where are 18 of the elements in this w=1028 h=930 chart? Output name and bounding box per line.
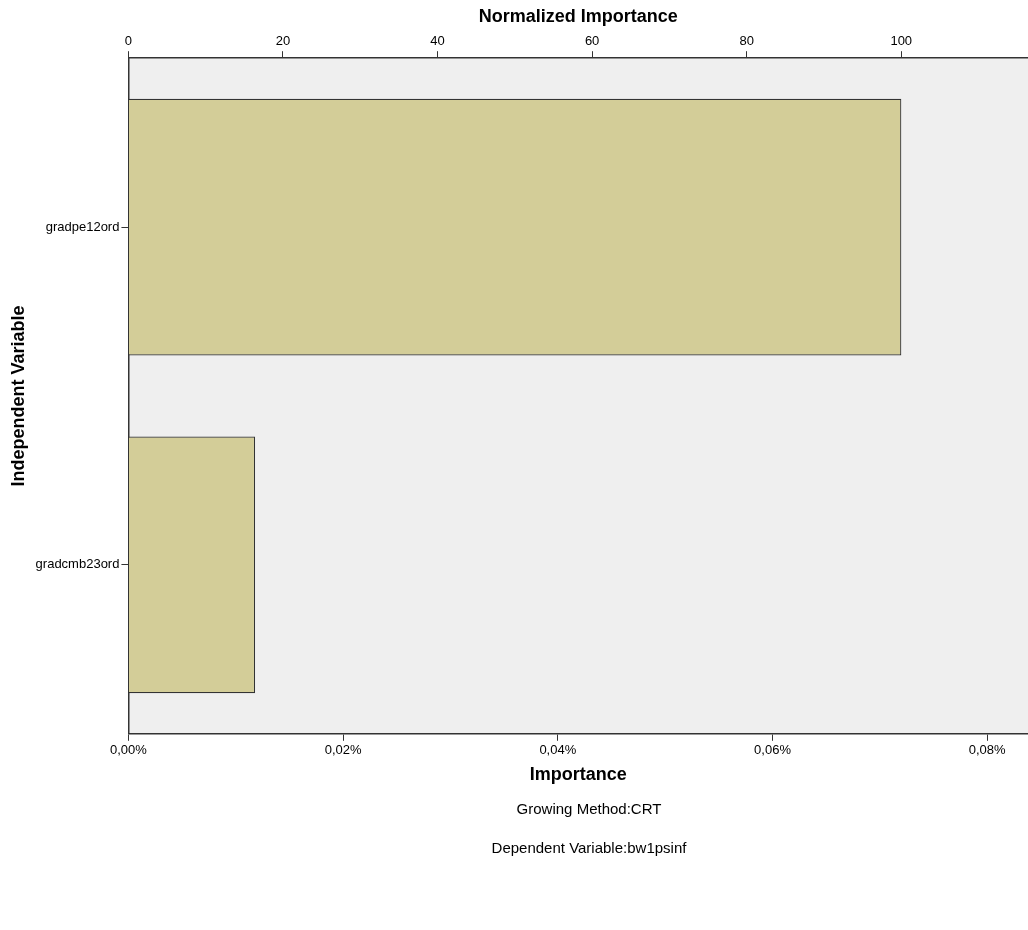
text: Growing Method:CRT — [515, 800, 663, 817]
y-tick-label: gradcmb23ord — [35, 556, 120, 572]
text: Dependent Variable:bw1psinf — [490, 839, 688, 856]
x2-axis-title: Normalized Importance — [478, 5, 678, 26]
x2-tick-label: 40 — [430, 32, 445, 48]
x2-tick-label: 0 — [124, 32, 133, 48]
x-tick-label: 0,04% — [539, 742, 577, 758]
x2-tick-label: 80 — [739, 32, 754, 48]
x-axis-title: Importance — [529, 764, 627, 785]
x-tick-label: 0,06% — [754, 742, 792, 758]
x2-tick-label: 100 — [890, 32, 913, 48]
x-tick-label: 0,00% — [109, 742, 148, 758]
x2-tick-label: 20 — [275, 32, 291, 48]
x-tick-label: 0,08% — [968, 742, 1007, 758]
y-axis-title: Independent Variable — [7, 305, 28, 487]
x-tick-label: 0,02% — [324, 742, 362, 758]
x2-tick-label: 60 — [584, 32, 600, 48]
y-tick-label: gradpe12ord — [45, 218, 120, 234]
